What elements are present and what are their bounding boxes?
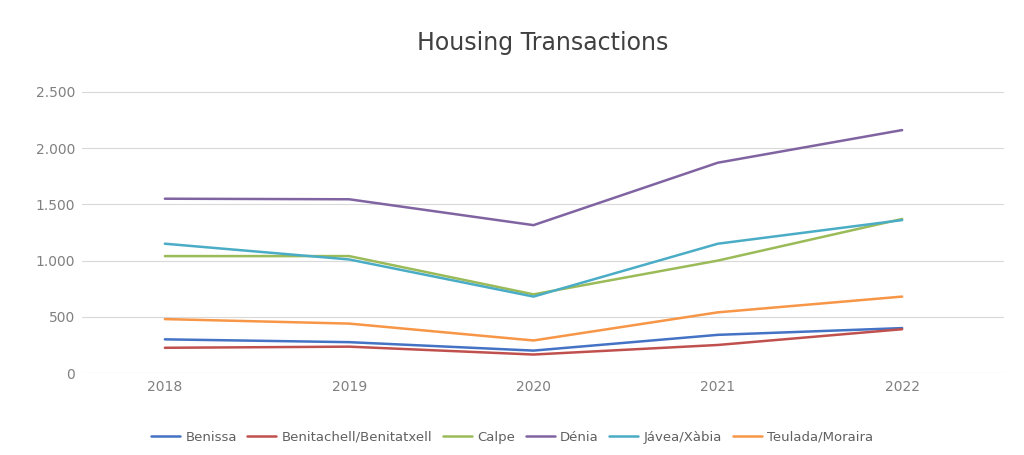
- Benitachell/Benitatxell: [896, 327, 908, 332]
- Benissa: [343, 339, 355, 345]
- Calpe: [527, 292, 540, 297]
- Legend: Benissa, Benitachell/Benitatxell, Calpe, Dénia, Jávea/Xàbia, Teulada/Moraira: Benissa, Benitachell/Benitatxell, Calpe,…: [152, 431, 872, 444]
- Dénia: [712, 160, 724, 166]
- Title: Housing Transactions: Housing Transactions: [417, 31, 669, 55]
- Line: Benitachell/Benitatxell: Benitachell/Benitatxell: [165, 329, 902, 354]
- Jávea/Xàbia: [712, 241, 724, 247]
- Line: Calpe: Calpe: [165, 219, 902, 294]
- Teulada/Moraira: [343, 321, 355, 326]
- Jávea/Xàbia: [343, 257, 355, 262]
- Calpe: [896, 216, 908, 222]
- Line: Jávea/Xàbia: Jávea/Xàbia: [165, 220, 902, 297]
- Benitachell/Benitatxell: [527, 352, 540, 357]
- Line: Benissa: Benissa: [165, 328, 902, 351]
- Benitachell/Benitatxell: [159, 345, 171, 350]
- Benissa: [896, 325, 908, 331]
- Dénia: [896, 127, 908, 133]
- Dénia: [343, 197, 355, 202]
- Benitachell/Benitatxell: [343, 344, 355, 349]
- Dénia: [159, 196, 171, 202]
- Benissa: [159, 337, 171, 342]
- Teulada/Moraira: [896, 294, 908, 299]
- Line: Dénia: Dénia: [165, 130, 902, 225]
- Teulada/Moraira: [527, 338, 540, 343]
- Calpe: [712, 258, 724, 263]
- Jávea/Xàbia: [896, 217, 908, 223]
- Teulada/Moraira: [159, 316, 171, 322]
- Benitachell/Benitatxell: [712, 342, 724, 348]
- Benissa: [527, 348, 540, 354]
- Benissa: [712, 332, 724, 338]
- Dénia: [527, 222, 540, 228]
- Jávea/Xàbia: [527, 294, 540, 299]
- Jávea/Xàbia: [159, 241, 171, 247]
- Line: Teulada/Moraira: Teulada/Moraira: [165, 297, 902, 340]
- Calpe: [343, 253, 355, 259]
- Teulada/Moraira: [712, 309, 724, 315]
- Calpe: [159, 253, 171, 259]
